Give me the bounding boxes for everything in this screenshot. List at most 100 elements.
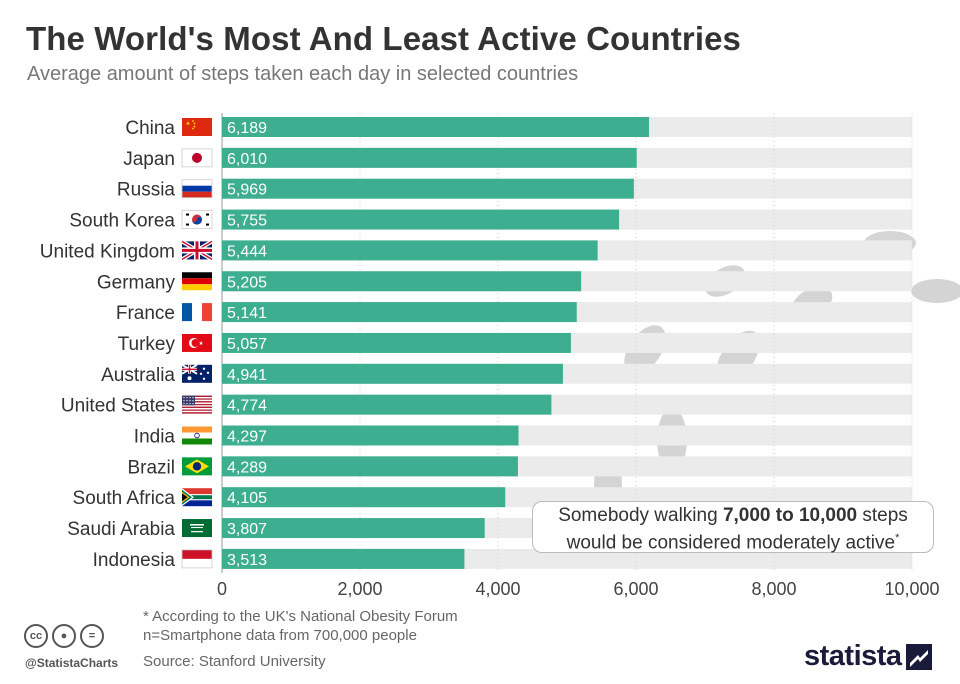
category-label: Russia — [117, 180, 176, 201]
category-label: Germany — [97, 272, 176, 293]
flag-shape — [182, 558, 212, 568]
flag-shape — [182, 185, 212, 192]
category-label: South Korea — [69, 211, 175, 232]
flag-shape — [183, 400, 185, 402]
bar-australia — [222, 363, 563, 384]
bar-south-korea — [222, 209, 620, 230]
statista-mark-icon — [905, 643, 932, 670]
flag-shape — [182, 488, 212, 495]
flag-shape — [191, 531, 203, 533]
x-tick-label: 2,000 — [337, 579, 382, 599]
bars — [222, 117, 650, 569]
flag-shape — [192, 152, 202, 163]
flag-shape — [182, 408, 212, 410]
flag-shape — [182, 272, 212, 279]
flag-shape — [191, 527, 203, 529]
flag-shape — [182, 402, 212, 404]
value-label: 5,057 — [227, 336, 267, 353]
flag-shape — [186, 397, 188, 399]
flag-australia — [181, 363, 212, 383]
category-label: Indonesia — [93, 550, 176, 571]
category-label: France — [116, 303, 175, 324]
flag-shape — [186, 121, 190, 125]
bar-united-kingdom — [222, 240, 598, 261]
flag-shape — [182, 409, 212, 411]
note-suffix: steps — [862, 505, 908, 526]
flag-shape — [199, 340, 203, 345]
bar-india — [222, 425, 519, 446]
value-label: 4,289 — [227, 459, 267, 476]
flag-shape — [181, 148, 213, 168]
flag-shape — [182, 438, 212, 445]
bar-united-states — [222, 394, 552, 415]
note-marker: * — [895, 532, 900, 544]
flag-shape — [194, 432, 200, 439]
bar-china — [222, 117, 650, 137]
flag-russia — [181, 179, 213, 199]
flag-shape — [182, 403, 212, 406]
flag-shape — [181, 210, 213, 229]
flag-shape — [202, 367, 206, 370]
category-label: Brazil — [127, 457, 175, 478]
annotation-box: Somebody walking 7,000 to 10,000 steps w… — [532, 501, 934, 553]
bar-brazil — [222, 456, 518, 477]
flag-shape — [182, 278, 212, 285]
sample-note: n=Smartphone data from 700,000 people — [143, 627, 417, 644]
bar-turkey — [222, 332, 571, 353]
value-label: 5,141 — [227, 305, 267, 322]
footprint-shape — [911, 279, 960, 303]
flag-shape — [190, 524, 204, 526]
flag-shape — [182, 368, 197, 370]
flag-shape — [186, 223, 189, 226]
x-tick-label: 0 — [217, 579, 227, 599]
flag-shape — [182, 412, 212, 414]
flag-shape — [192, 127, 194, 130]
flag-shape — [182, 118, 212, 136]
flag-shape — [183, 403, 185, 405]
no-derivatives-icon: = — [80, 624, 104, 648]
flag-shape — [183, 397, 185, 399]
flag-shape — [199, 372, 203, 375]
flag-shape — [182, 406, 212, 409]
bar-japan — [222, 147, 637, 168]
cc-icon: cc — [24, 624, 48, 648]
x-axis-ticks: 0 2,000 4,000 6,000 8,000 10,000 — [217, 579, 940, 599]
flag-shape — [182, 398, 212, 400]
category-label: Saudi Arabia — [67, 519, 175, 540]
flag-shape — [182, 401, 212, 403]
flag-shape — [182, 426, 212, 433]
attribution-icon: ● — [52, 624, 76, 648]
flag-shape — [182, 410, 212, 413]
statista-logo[interactable]: statista — [804, 640, 932, 673]
flag-shape — [192, 462, 202, 471]
category-label: Turkey — [118, 334, 176, 355]
note-prefix: Somebody walking — [558, 505, 718, 526]
flag-shape — [182, 395, 212, 398]
value-label: 5,969 — [227, 182, 267, 199]
x-tick-label: 10,000 — [884, 579, 939, 599]
flag-shape — [192, 400, 194, 402]
flag-shape — [192, 397, 194, 399]
flag-brazil — [182, 457, 212, 476]
category-label: South Africa — [73, 488, 176, 509]
value-label: 6,189 — [227, 120, 267, 137]
flag-shape — [181, 549, 213, 569]
flag-shape — [182, 284, 212, 291]
flag-shape — [182, 248, 212, 252]
value-labels: 6,189 6,010 5,969 5,755 5,444 5,205 5,141 5,057… — [227, 120, 267, 569]
category-label: United Kingdom — [40, 241, 175, 262]
flag-china — [182, 118, 212, 136]
value-label: 4,774 — [227, 398, 267, 415]
value-label: 5,205 — [227, 274, 267, 291]
value-label: 6,010 — [227, 151, 267, 168]
note-highlight: 7,000 to 10,000 — [722, 505, 858, 526]
bar-indonesia — [222, 548, 465, 569]
bar-germany — [222, 271, 582, 292]
value-label: 3,513 — [227, 552, 267, 569]
value-label: 4,941 — [227, 367, 267, 384]
flag-shape — [182, 549, 212, 559]
flag-shape — [193, 122, 196, 125]
flag-shape — [192, 403, 194, 405]
flag-shape — [182, 399, 212, 402]
